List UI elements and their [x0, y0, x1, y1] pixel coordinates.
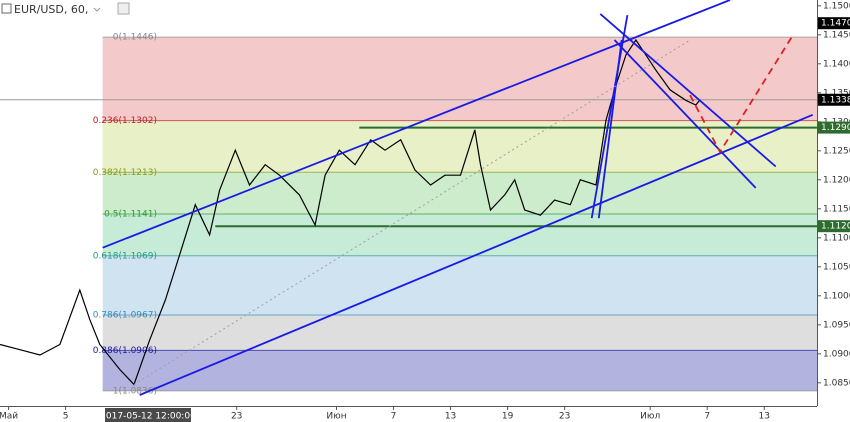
trend-line [613, 39, 757, 189]
trend-line [597, 39, 623, 219]
trend-line [689, 34, 794, 154]
y-tick-label: 1.1400 [823, 59, 850, 69]
y-tick-label: 1.1350 [823, 88, 850, 98]
price-marker [818, 220, 850, 233]
y-tick-label: 1.0850 [823, 378, 850, 388]
fib-band [102, 172, 818, 215]
x-tick-label: Июл [640, 412, 660, 422]
fib-level-label: 0.382(1.1213) [93, 168, 157, 178]
x-tick-label: 7 [704, 412, 710, 422]
symbol-icon[interactable] [1, 3, 12, 14]
x-tick-label: 13 [759, 412, 770, 422]
trend-line [102, 0, 731, 249]
fib-level-label: 0.5(1.1141) [104, 210, 157, 220]
symbol-title: EUR/USD, 60, [14, 3, 88, 16]
fib-band [102, 350, 818, 391]
y-tick-label: 1.1100 [823, 233, 850, 243]
fib-band [102, 255, 818, 315]
trend-line [599, 13, 777, 168]
price-marker-label: 1.1120 [821, 222, 850, 232]
crosshair-time-box [105, 408, 191, 422]
x-tick-label: 23 [231, 412, 242, 422]
crosshair-time-label: 2017-05-12 12:00:00 [100, 412, 196, 422]
price-marker-label: 1.1470 [821, 19, 850, 29]
y-tick-label: 1.1150 [823, 204, 850, 214]
y-tick-label: 1.1500 [823, 1, 850, 11]
fib-level-label: 0.618(1.1069) [93, 251, 157, 261]
y-tick-label: 1.1050 [823, 262, 850, 272]
price-marker [818, 121, 850, 134]
fib-level-label: 0(1.1446) [113, 33, 157, 43]
x-tick-label: Июн [326, 412, 346, 422]
settings-icon[interactable] [117, 2, 130, 15]
fib-band [102, 120, 818, 173]
price-marker-label: 1.1290 [821, 123, 850, 133]
price-marker [818, 17, 850, 30]
x-tick-label: 7 [391, 412, 397, 422]
y-tick-label: 1.0950 [823, 320, 850, 330]
x-tick-label: 13 [445, 412, 456, 422]
y-tick-label: 1.0900 [823, 349, 850, 359]
trend-line [139, 113, 814, 396]
price-line-series [0, 38, 701, 386]
fib-level-label: 0.236(1.1302) [93, 116, 157, 126]
y-tick-label: 1.1250 [823, 146, 850, 156]
plot-area: 0(1.1446) 0.236(1.1302) 0.382(1.1213) 0.5(1… [0, 0, 818, 396]
x-tick-label: 23 [559, 412, 570, 422]
y-tick-label: 1.1450 [823, 30, 850, 40]
price-marker-label: 1.1338 [821, 95, 850, 105]
x-tick-label: Май [0, 412, 18, 422]
fib-level-label: 0.886(1.0906) [93, 346, 157, 356]
fib-level-label: 1(1.0836) [113, 386, 157, 396]
fib-band [102, 214, 818, 256]
y-tick-label: 1.1200 [823, 175, 850, 185]
fib-band [102, 314, 818, 351]
fib-level-label: 0.786(1.0967) [93, 310, 157, 320]
x-tick-label: 19 [502, 412, 514, 422]
dropdown-icon[interactable] [93, 7, 101, 12]
price-marker [818, 93, 850, 106]
y-tick-label: 1.1000 [823, 291, 850, 301]
x-tick-label: 5 [63, 412, 69, 422]
trend-line [133, 39, 691, 385]
